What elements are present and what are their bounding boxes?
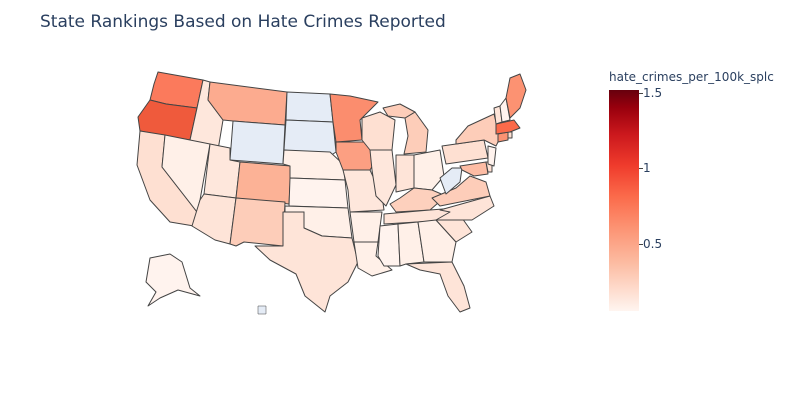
colorbar-tickmark <box>639 93 643 94</box>
state-florida[interactable] <box>405 261 471 313</box>
state-virginia[interactable] <box>431 175 491 207</box>
colorbar-tick-label: 1 <box>643 161 651 175</box>
state-massachusetts[interactable] <box>495 119 521 135</box>
chart-title: State Rankings Based on Hate Crimes Repo… <box>40 12 446 32</box>
state-minnesota[interactable] <box>329 93 379 143</box>
colorbar-tickmark <box>639 244 643 245</box>
state-kentucky[interactable] <box>389 187 447 213</box>
state-south-dakota[interactable] <box>283 119 337 157</box>
state-maine[interactable] <box>505 73 527 119</box>
state-hawaii[interactable] <box>257 305 267 315</box>
state-alabama[interactable] <box>397 221 425 267</box>
state-new-mexico[interactable] <box>229 197 286 247</box>
state-colorado[interactable] <box>235 161 292 205</box>
colorbar <box>609 90 639 311</box>
state-kansas[interactable] <box>288 177 349 209</box>
state-wyoming[interactable] <box>229 120 286 165</box>
state-georgia[interactable] <box>417 219 457 263</box>
state-mississippi[interactable] <box>377 223 401 267</box>
state-michigan[interactable] <box>403 111 429 155</box>
colorbar-tickmark <box>639 168 643 169</box>
state-nebraska[interactable] <box>282 149 346 181</box>
state-north-dakota[interactable] <box>285 91 334 123</box>
state-rhode-island[interactable] <box>507 131 513 139</box>
state-indiana[interactable] <box>395 154 415 193</box>
state-wisconsin[interactable] <box>361 111 396 151</box>
state-alaska[interactable] <box>145 253 201 307</box>
state-louisiana[interactable] <box>353 241 393 277</box>
state-west-virginia[interactable] <box>439 167 463 195</box>
state-texas[interactable] <box>254 211 359 313</box>
colorbar-title: hate_crimes_per_100k_splc <box>609 70 774 84</box>
state-arkansas[interactable] <box>349 211 383 243</box>
colorbar-tick-label: 0.5 <box>643 237 663 251</box>
state-new-hampshire[interactable] <box>499 97 511 123</box>
state-michigan-upper[interactable] <box>382 103 416 119</box>
state-pennsylvania[interactable] <box>441 139 489 165</box>
state-new-jersey[interactable] <box>487 145 497 167</box>
colorbar-tick-label: 1.5 <box>643 86 663 100</box>
state-ohio[interactable] <box>413 149 445 191</box>
state-illinois[interactable] <box>369 149 397 207</box>
state-new-york[interactable] <box>455 113 501 147</box>
state-maryland[interactable] <box>459 161 489 177</box>
